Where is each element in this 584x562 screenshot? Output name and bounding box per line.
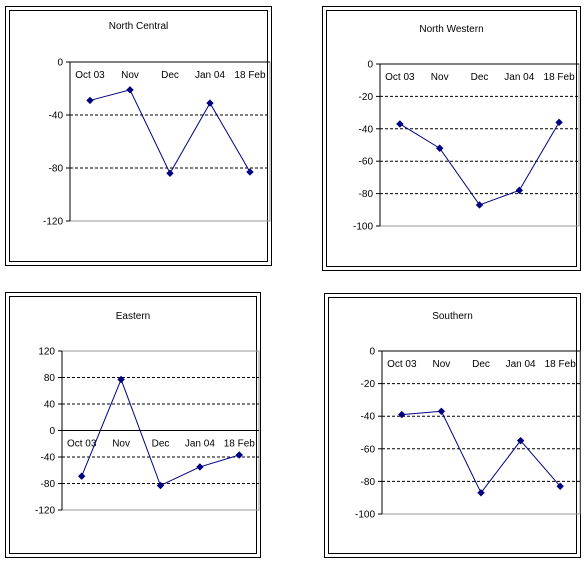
y-tick-label: -40 bbox=[361, 412, 376, 423]
x-tick-label: 18 Feb bbox=[545, 359, 577, 370]
chart-title: Eastern bbox=[116, 311, 150, 322]
y-tick-label: 0 bbox=[49, 426, 55, 437]
x-tick-label: Oct 03 bbox=[67, 439, 97, 450]
y-tick-label: -100 bbox=[355, 510, 375, 521]
x-tick-label: Dec bbox=[472, 359, 490, 370]
series-line bbox=[401, 410, 561, 494]
x-tick-label: Nov bbox=[433, 359, 451, 370]
chart-panel-north-western: North Western 0 -20 -40 -60 -80 -100 Oct 03 Nov D… bbox=[322, 6, 581, 271]
x-tick-label: Oct 03 bbox=[75, 70, 105, 81]
data-point bbox=[246, 168, 254, 176]
y-tick-label: 0 bbox=[369, 347, 375, 358]
x-tick-label: 18 Feb bbox=[224, 439, 256, 450]
data-point bbox=[196, 463, 204, 471]
data-point bbox=[117, 375, 125, 384]
chart-panel-inner bbox=[9, 10, 268, 262]
data-point bbox=[396, 120, 404, 128]
chart-panel-north-central: North Central 0 -40 -80 -120 Oct 03 Nov Dec Jan … bbox=[5, 6, 272, 266]
x-tick-label: Jan 04 bbox=[504, 72, 534, 83]
y-tick-label: -20 bbox=[361, 379, 376, 390]
y-tick-label: -80 bbox=[49, 164, 64, 175]
data-point bbox=[555, 118, 563, 127]
plot-area bbox=[69, 61, 271, 222]
x-tick-label: 18 Feb bbox=[234, 70, 266, 81]
y-tick-label: 40 bbox=[44, 400, 56, 411]
data-point bbox=[477, 489, 485, 497]
x-tick-label: Dec bbox=[161, 70, 179, 81]
x-tick-label: Jan 04 bbox=[195, 70, 225, 81]
y-tick-label: -120 bbox=[35, 506, 55, 517]
chart-panel-southern: Southern 0 -20 -40 -60 -80 -100 Oct 03 Nov Dec Jan… bbox=[324, 293, 581, 558]
x-tick-label: 18 Feb bbox=[544, 72, 576, 83]
chart-panel-inner bbox=[326, 10, 577, 267]
y-tick-label: 120 bbox=[38, 347, 55, 358]
y-tick-label: -40 bbox=[49, 111, 64, 122]
y-tick-label: 0 bbox=[367, 60, 373, 71]
x-tick-label: Nov bbox=[431, 72, 449, 83]
data-point bbox=[556, 482, 564, 490]
y-tick-label: -20 bbox=[359, 92, 374, 103]
chart-north-central: North Central 0 -40 -80 -120 Oct 03 Nov Dec Jan … bbox=[43, 21, 271, 228]
y-tick-label: -80 bbox=[359, 189, 374, 200]
data-point bbox=[77, 472, 86, 480]
chart-title: North Western bbox=[419, 24, 483, 35]
series-line bbox=[81, 378, 240, 487]
data-point bbox=[475, 201, 484, 209]
data-point bbox=[126, 86, 134, 94]
chart-panel-eastern: Eastern 120 80 40 0 -40 -80 -120 Oct 03 Nov Dec Jan… bbox=[5, 292, 261, 558]
data-point bbox=[516, 436, 525, 445]
data-point bbox=[435, 144, 444, 152]
y-tick-label: 0 bbox=[57, 58, 63, 69]
data-point bbox=[86, 96, 94, 105]
data-point bbox=[398, 410, 406, 419]
y-tick-label: -80 bbox=[361, 477, 376, 488]
y-tick-label: -40 bbox=[41, 453, 56, 464]
chart-panel-inner bbox=[328, 297, 577, 554]
y-tick-label: 80 bbox=[44, 373, 56, 384]
data-point bbox=[437, 407, 446, 416]
x-tick-label: Jan 04 bbox=[185, 439, 215, 450]
y-tick-label: -100 bbox=[353, 222, 373, 233]
x-tick-label: Dec bbox=[152, 439, 170, 450]
data-point bbox=[166, 169, 174, 178]
y-tick-label: -40 bbox=[359, 124, 374, 135]
chart-panel-inner bbox=[9, 296, 257, 554]
x-tick-label: Dec bbox=[471, 72, 489, 83]
data-point bbox=[156, 481, 165, 490]
y-tick-label: -60 bbox=[361, 444, 376, 455]
y-tick-label: -120 bbox=[43, 217, 63, 228]
x-tick-label: Nov bbox=[121, 70, 139, 81]
series-line bbox=[399, 122, 560, 206]
x-tick-label: Jan 04 bbox=[506, 359, 536, 370]
x-tick-label: Nov bbox=[112, 439, 130, 450]
y-tick-label: -60 bbox=[359, 157, 374, 168]
x-tick-label: Oct 03 bbox=[385, 72, 415, 83]
data-point bbox=[515, 186, 524, 195]
chart-title: North Central bbox=[109, 21, 168, 32]
chart-eastern: Eastern 120 80 40 0 -40 -80 -120 Oct 03 Nov Dec Jan… bbox=[35, 311, 260, 517]
x-tick-label: Oct 03 bbox=[387, 359, 417, 370]
data-point bbox=[206, 99, 214, 107]
chart-southern: Southern 0 -20 -40 -60 -80 -100 Oct 03 Nov Dec Jan… bbox=[355, 311, 581, 521]
chart-north-western: North Western 0 -20 -40 -60 -80 -100 Oct 03 Nov D… bbox=[353, 24, 580, 233]
series-line bbox=[89, 89, 251, 175]
chart-title: Southern bbox=[432, 311, 473, 322]
data-point bbox=[235, 451, 244, 459]
y-tick-label: -80 bbox=[41, 479, 56, 490]
